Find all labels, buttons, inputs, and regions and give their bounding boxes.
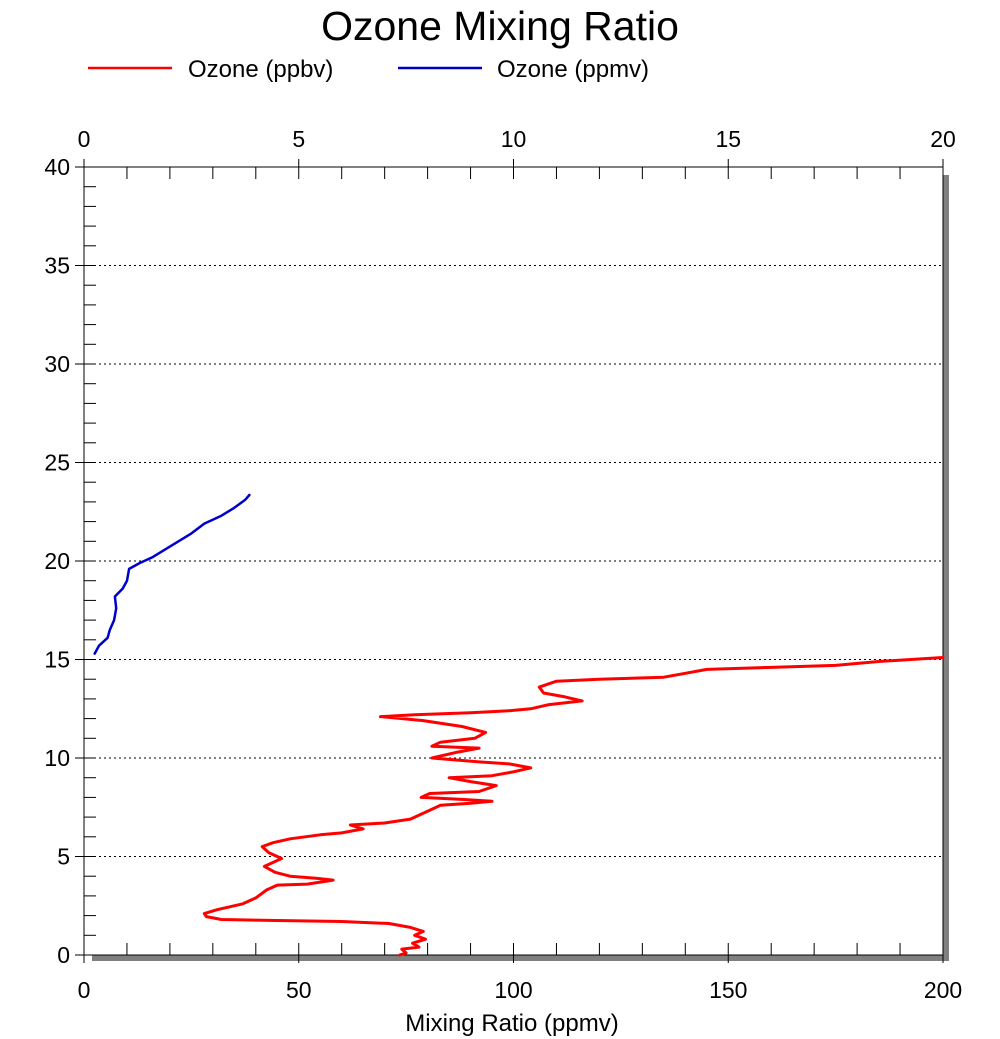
minor-ticks <box>84 167 901 955</box>
x-axis-title: Mixing Ratio (ppmv) <box>405 1010 618 1037</box>
x2-tick-label: 15 <box>715 126 741 152</box>
y-tick-label: 30 <box>44 351 70 377</box>
chart-title: Ozone Mixing Ratio <box>321 3 679 49</box>
x2-tick-label: 0 <box>78 126 91 152</box>
tick-labels: 0 5 10 15 20 25 30 35 40 0 50 100 150 200 0 5 10 15 20 <box>44 126 962 1003</box>
x-tick-label: 0 <box>78 977 91 1003</box>
y-tick-label: 0 <box>57 942 70 968</box>
x2-tick-label: 10 <box>501 126 527 152</box>
y-tick-label: 5 <box>57 844 70 870</box>
x-tick-label: 100 <box>494 977 532 1003</box>
series-line-ozone-ppmv <box>93 493 251 655</box>
y-tick-label: 20 <box>44 548 70 574</box>
x-tick-label: 200 <box>924 977 962 1003</box>
y-tick-label: 10 <box>44 745 70 771</box>
y-tick-label: 40 <box>44 154 70 180</box>
y-tick-label: 35 <box>44 253 70 279</box>
major-ticks <box>75 159 944 963</box>
legend-label-ozone-ppbv: Ozone (ppbv) <box>188 56 333 83</box>
gridlines <box>84 265 943 857</box>
x2-tick-label: 5 <box>292 126 305 152</box>
y-tick-label: 15 <box>44 647 70 673</box>
series-layer <box>93 493 945 957</box>
x2-tick-label: 20 <box>930 126 956 152</box>
y-tick-label: 25 <box>44 450 70 476</box>
legend-label-ozone-ppmv: Ozone (ppmv) <box>497 56 649 83</box>
x-tick-label: 150 <box>709 977 747 1003</box>
x-tick-label: 50 <box>286 977 312 1003</box>
series-line-ozone-ppbv <box>202 656 945 957</box>
legend: Ozone (ppbv) Ozone (ppmv) <box>88 56 649 83</box>
